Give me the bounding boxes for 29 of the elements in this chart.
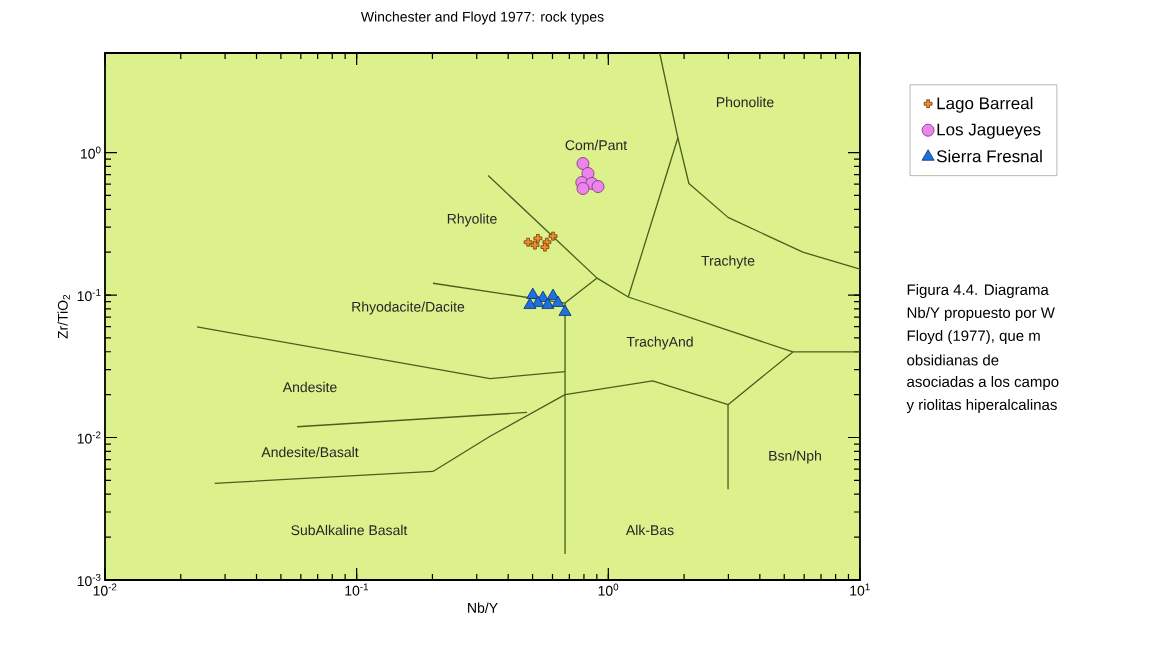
chart-title: Winchester and Floyd 1977: rock types: [360, 11, 604, 25]
text: Figura 4.4. Diagrama: [907, 284, 1049, 298]
annotation: TrachyAnd: [626, 336, 693, 350]
text: Nb/Y propuesto por W: [907, 307, 1055, 321]
annotation: Trachyte: [701, 255, 755, 269]
y-tick-label: 10$^{0}$: [81, 146, 101, 159]
annotation: SubAlkaline Basalt: [291, 524, 408, 536]
text: y riolitas hiperalcalinas: [906, 399, 1057, 413]
annotation: Andesite/Basalt: [261, 446, 359, 458]
legend-label: Los Jagueyes: [937, 123, 1041, 139]
annotation: Andesite: [282, 381, 337, 393]
annotation: Rhyodacite/Dacite: [352, 301, 465, 315]
text: obsidianas de: [907, 354, 999, 366]
text: asociadas a los campo: [907, 375, 1059, 390]
annotation: Alk-Bas: [625, 524, 674, 536]
x-tick-label: 10$^{0}$: [598, 583, 619, 596]
annotation: Bsn/Nph: [769, 450, 821, 464]
annotation: Phonolite: [716, 96, 774, 108]
annotation: Rhyolite: [447, 213, 497, 227]
y-tick-label: 10$^{-1}$: [77, 289, 101, 302]
x-tick-label: 10$^{-1}$: [345, 583, 369, 596]
y-axis-title: Zr/TiO$_{2}$: [57, 294, 70, 339]
legend-label: Sierra Fresnal: [936, 149, 1042, 163]
legend-label: Lago Barreal: [937, 96, 1033, 113]
x-tick-label: 10$^{1}$: [850, 583, 870, 596]
text: Floyd (1977), que m: [907, 330, 1040, 344]
x-axis-title: Nb/Y: [468, 602, 498, 613]
annotation: Com/Pant: [565, 139, 628, 151]
y-tick-label: 10$^{-2}$: [77, 431, 101, 444]
